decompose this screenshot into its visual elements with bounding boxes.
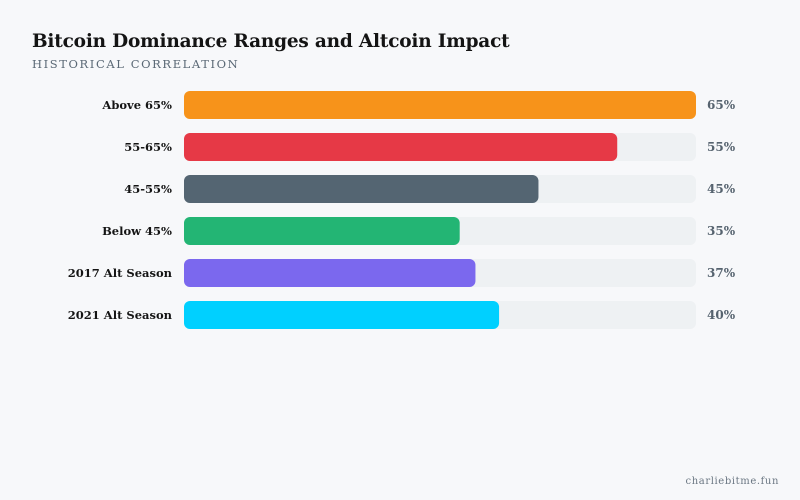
value-label: 40% [707, 308, 736, 322]
category-label: Above 65% [101, 98, 172, 112]
bar [184, 91, 696, 119]
bar [184, 259, 476, 287]
bar-row: Above 65% 65% [101, 91, 736, 119]
category-label: 2017 Alt Season [68, 266, 173, 280]
site-credit: charliebitme.fun [685, 476, 779, 487]
bar [184, 175, 539, 203]
value-label: 65% [707, 98, 736, 112]
value-label: 55% [707, 140, 736, 154]
bar-row: Below 45% 35% [102, 217, 736, 245]
category-label: 55-65% [124, 140, 172, 154]
value-label: 37% [707, 266, 736, 280]
category-label: Below 45% [102, 224, 172, 238]
chart-title: Bitcoin Dominance Ranges and Altcoin Imp… [32, 31, 510, 52]
bar-row: 45-55% 45% [124, 175, 736, 203]
bar [184, 301, 500, 329]
chart-subtitle: HISTORICAL CORRELATION [32, 57, 240, 71]
bar-row: 55-65% 55% [124, 133, 736, 161]
value-label: 45% [707, 182, 736, 196]
bar [184, 217, 460, 245]
value-label: 35% [707, 224, 736, 238]
bar [184, 133, 618, 161]
bar-row: 2017 Alt Season 37% [68, 259, 736, 287]
category-label: 2021 Alt Season [68, 308, 173, 322]
category-label: 45-55% [124, 182, 172, 196]
bar-row: 2021 Alt Season 40% [68, 301, 736, 329]
